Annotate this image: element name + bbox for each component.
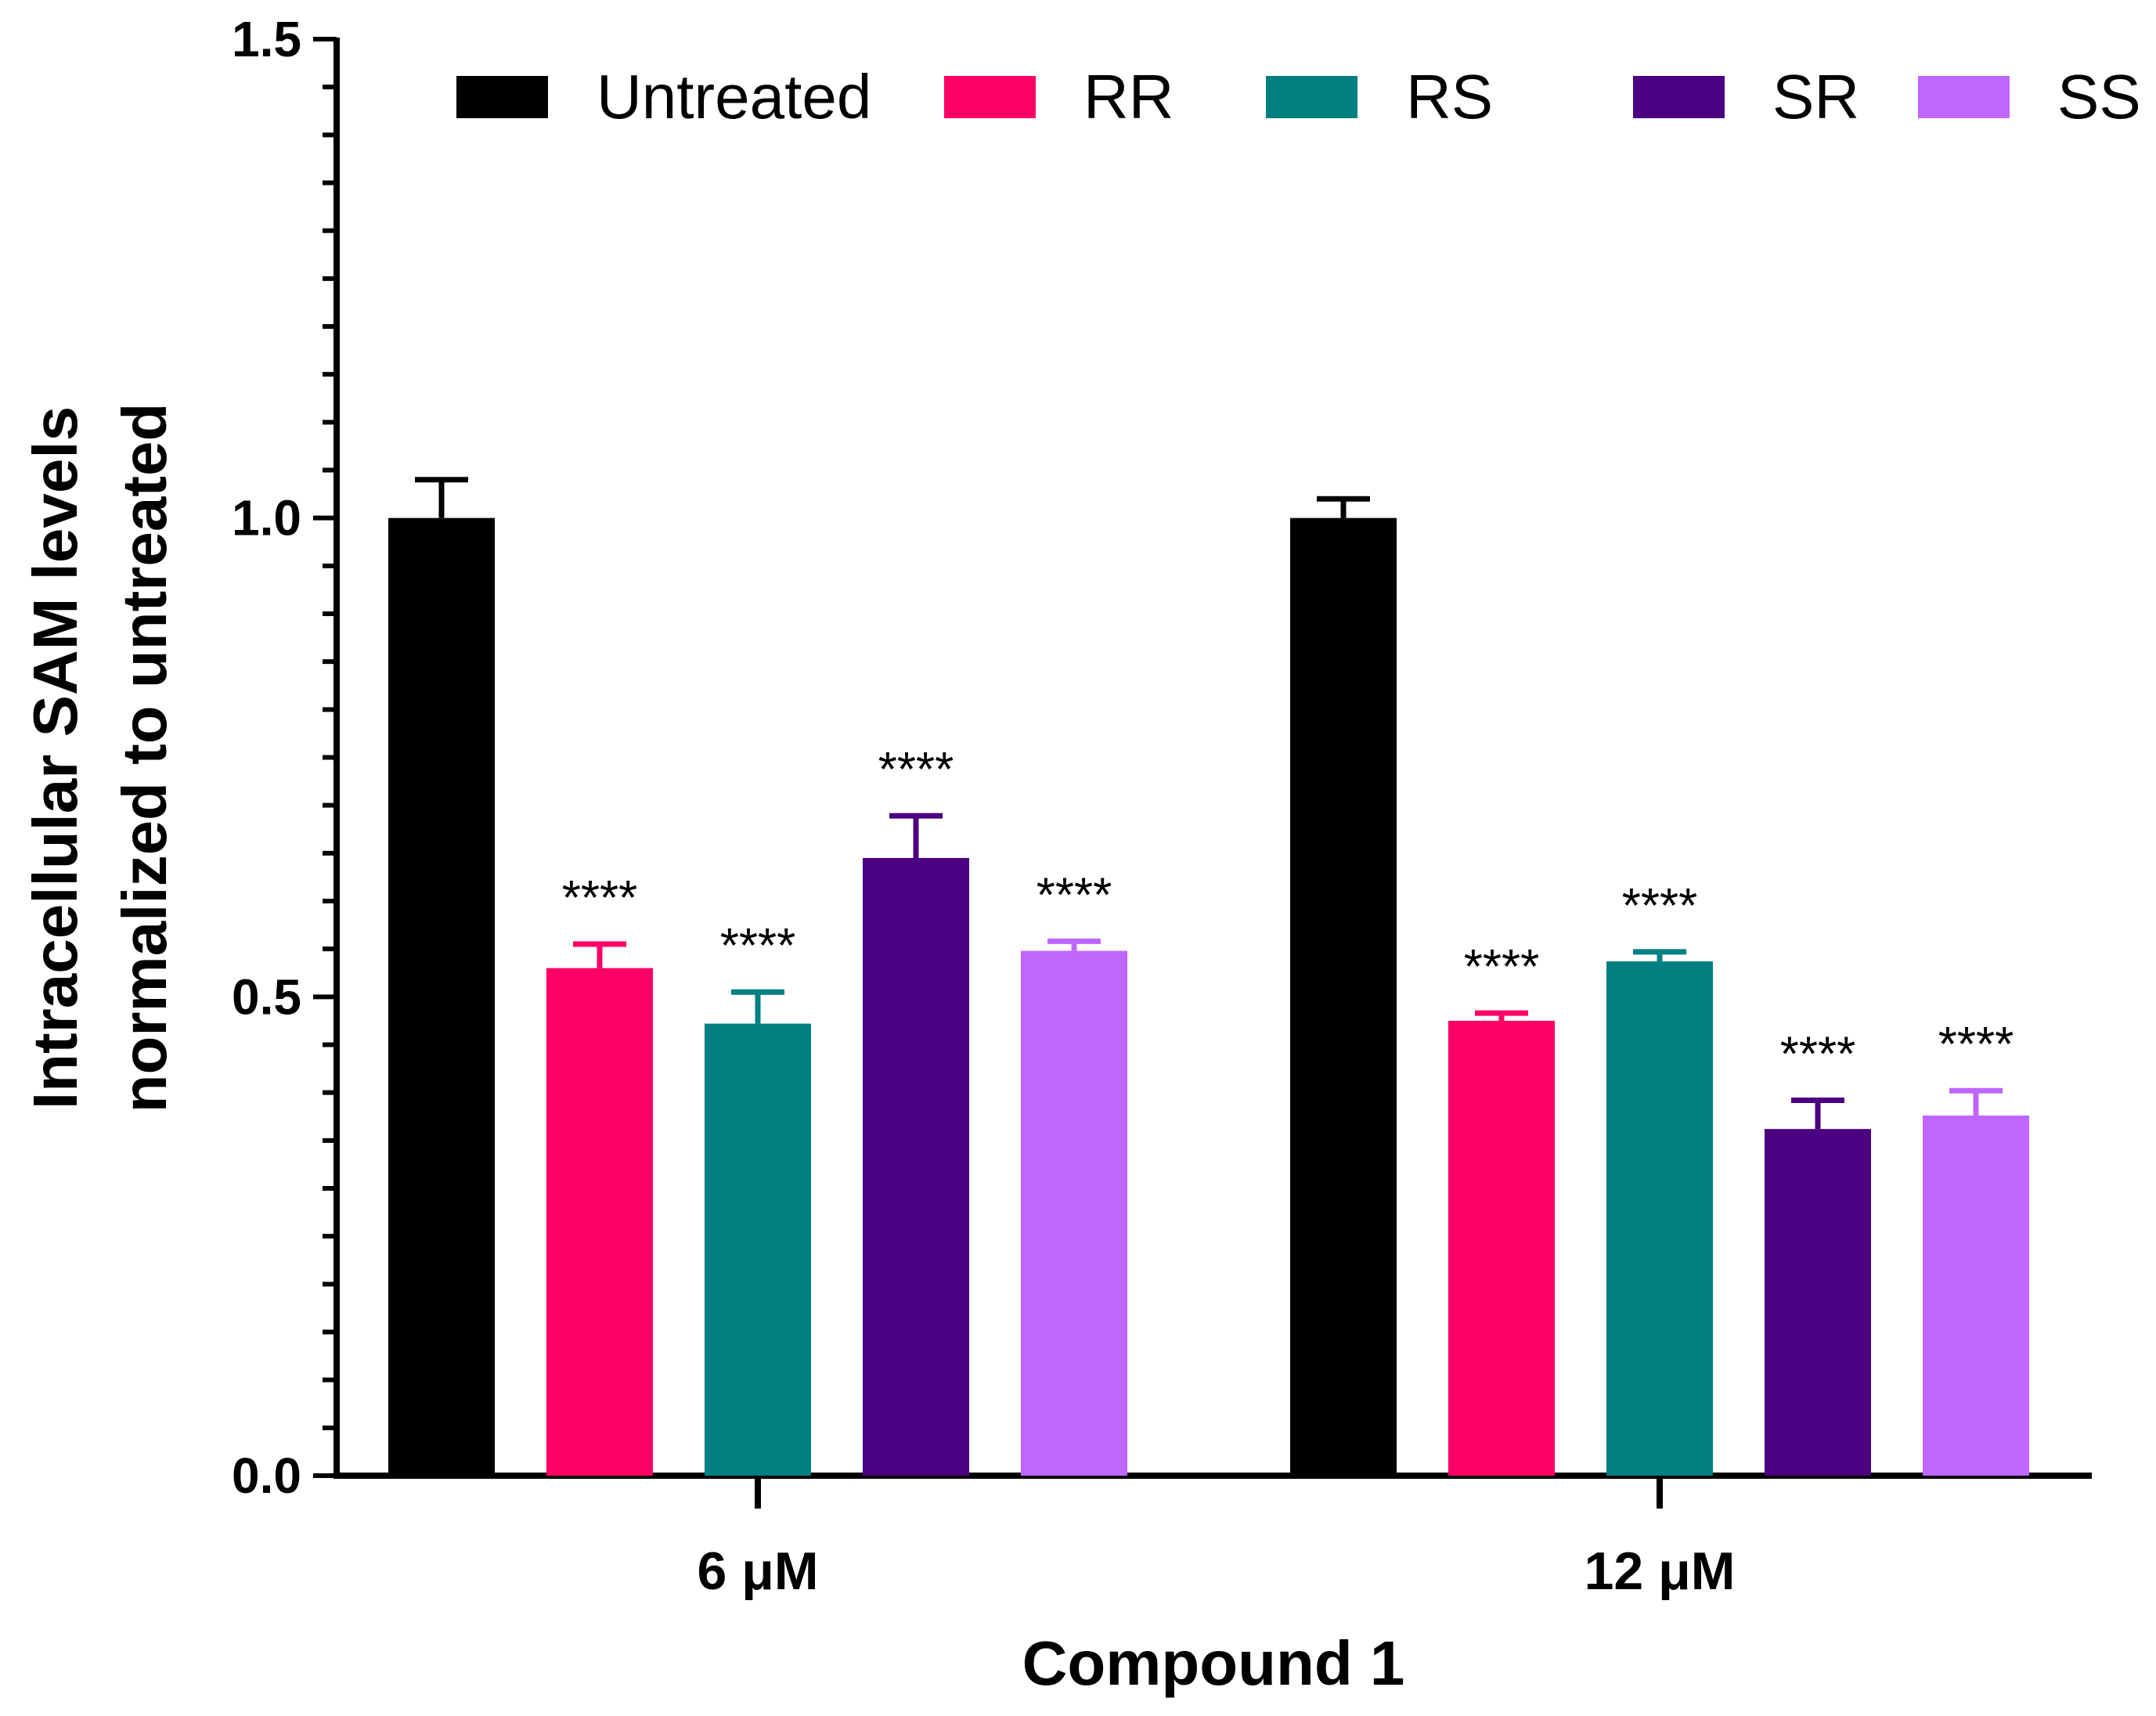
y-tick-label: 1.0: [232, 490, 301, 546]
y-axis-title-line1: Intracellular SAM levels: [20, 406, 90, 1109]
bar: [546, 968, 653, 1476]
legend-label: RR: [1083, 62, 1174, 132]
legend-label: SR: [1772, 62, 1859, 132]
bar: [863, 857, 969, 1476]
y-tick-label: 1.5: [232, 11, 301, 67]
legend-label: Untreated: [597, 62, 871, 132]
significance-label: ****: [878, 743, 954, 797]
bar: [1448, 1020, 1555, 1476]
significance-label: ****: [720, 919, 796, 973]
bar: [1021, 950, 1127, 1476]
x-axis-title: Compound 1: [1022, 1628, 1405, 1698]
significance-label: ****: [1622, 879, 1698, 933]
significance-label: ****: [1464, 940, 1540, 994]
significance-label: ****: [562, 871, 638, 925]
x-category-label: 12 μM: [1585, 1541, 1736, 1601]
y-axis-title-line2: normalized to untreated: [110, 403, 179, 1113]
legend-swatch: [1633, 76, 1725, 118]
bar: [1290, 517, 1397, 1476]
legend-label: SS: [2057, 62, 2141, 132]
legend-swatch: [944, 76, 1036, 118]
bar: [1606, 961, 1713, 1476]
bar: [1923, 1116, 2029, 1476]
significance-label: ****: [1938, 1018, 2014, 1072]
legend-swatch: [1918, 76, 2010, 118]
legend-swatch: [1266, 76, 1357, 118]
x-category-label: 6 μM: [698, 1541, 819, 1601]
legend-label: RS: [1406, 62, 1493, 132]
bar: [388, 517, 495, 1476]
significance-label: ****: [1037, 868, 1112, 922]
legend-swatch: [456, 76, 548, 118]
y-tick-label: 0.0: [232, 1447, 301, 1504]
bar: [705, 1023, 811, 1476]
y-tick-label: 0.5: [232, 968, 301, 1025]
significance-label: ****: [1780, 1027, 1856, 1081]
bar: [1765, 1129, 1871, 1476]
